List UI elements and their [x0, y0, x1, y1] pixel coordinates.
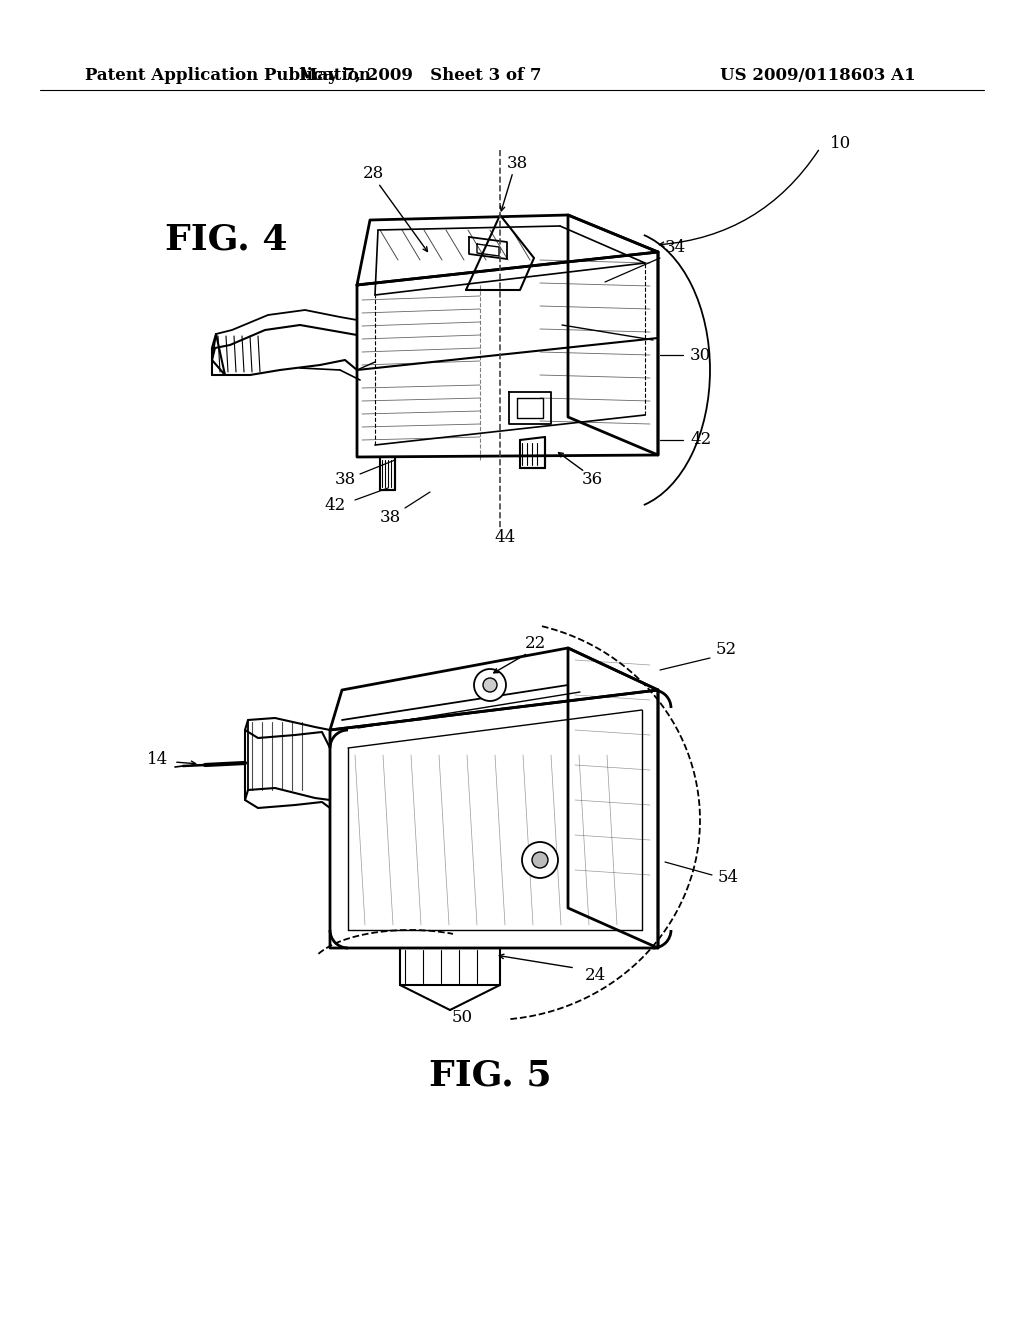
Circle shape	[483, 678, 497, 692]
Text: Patent Application Publication: Patent Application Publication	[85, 66, 371, 83]
Text: 10: 10	[830, 135, 851, 152]
Text: FIG. 5: FIG. 5	[429, 1059, 551, 1092]
Text: 24: 24	[585, 966, 605, 983]
Text: US 2009/0118603 A1: US 2009/0118603 A1	[720, 66, 915, 83]
Text: 38: 38	[507, 154, 527, 172]
Text: 38: 38	[379, 508, 400, 525]
Text: 34: 34	[665, 239, 686, 256]
Text: 28: 28	[362, 165, 384, 181]
Text: 14: 14	[146, 751, 168, 768]
Text: 50: 50	[452, 1010, 472, 1027]
Circle shape	[522, 842, 558, 878]
Circle shape	[532, 851, 548, 869]
Text: 42: 42	[690, 432, 712, 449]
Circle shape	[474, 669, 506, 701]
Text: 30: 30	[690, 346, 712, 363]
Text: 42: 42	[325, 496, 346, 513]
Text: 44: 44	[495, 529, 516, 546]
Text: 22: 22	[524, 635, 546, 652]
Text: May 7, 2009   Sheet 3 of 7: May 7, 2009 Sheet 3 of 7	[299, 66, 542, 83]
Text: 36: 36	[582, 471, 602, 488]
Text: FIG. 4: FIG. 4	[165, 223, 288, 257]
Text: 54: 54	[718, 870, 739, 887]
Text: 38: 38	[335, 471, 355, 488]
Text: 52: 52	[716, 642, 737, 659]
